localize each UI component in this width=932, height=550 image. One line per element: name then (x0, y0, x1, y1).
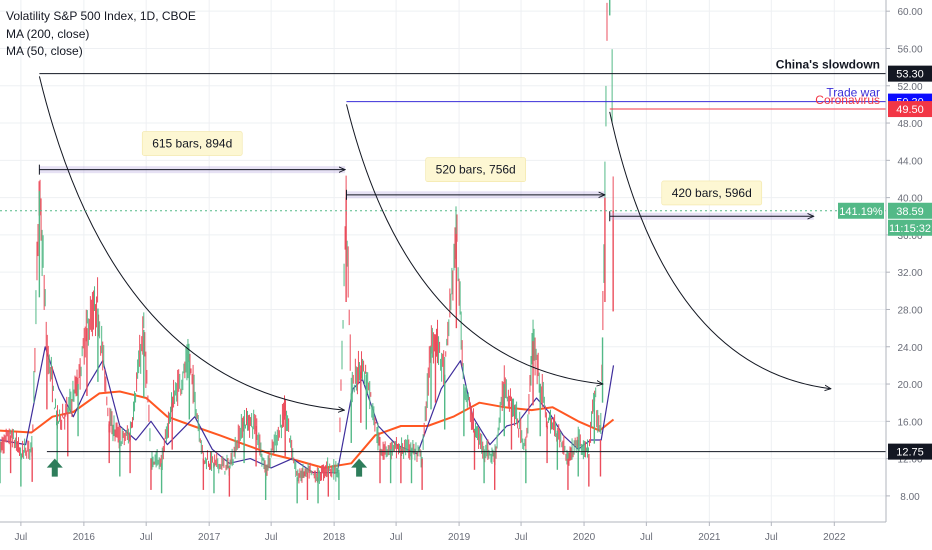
price-tick-label: 40.00 (897, 194, 922, 205)
price-tick-label: 56.00 (897, 44, 922, 55)
countdown-badge (888, 219, 932, 236)
level-price-label: 53.30 (896, 69, 924, 81)
level-price-badge (888, 65, 932, 82)
time-tick-label: Jul (140, 532, 153, 543)
price-tick-label: 44.00 (897, 156, 922, 167)
grid-layer (0, 0, 886, 522)
time-tick-label: 2021 (698, 532, 721, 543)
price-axis[interactable]: 8.00 12.00 16.00 20.00 24.00 28.00 32.00 36.00 4… (885, 0, 932, 522)
price-tick-label: 32.00 (897, 268, 922, 279)
time-tick-label: Jul (265, 532, 278, 543)
price-tick-label: 48.00 (897, 119, 922, 130)
date-range-label-bg (141, 131, 243, 156)
ma200-legend: MA (200, close) (6, 27, 90, 41)
decay-curve[interactable] (609, 111, 831, 389)
price-series-layer (0, 0, 614, 504)
time-tick-label: 2022 (823, 532, 846, 543)
level-price-label: 12.75 (896, 447, 924, 459)
time-tick-label: 2019 (448, 532, 471, 543)
arrow-up-icon (46, 458, 63, 477)
ma50-legend: MA (50, close) (6, 44, 83, 58)
percent-change-label: 141.19% (839, 206, 883, 218)
percent-change-badge (838, 202, 884, 219)
time-tick-label: 2016 (73, 532, 96, 543)
price-tick-label: 52.00 (897, 82, 922, 93)
chart-title: Volatility S&P 500 Index, 1D, CBOE (6, 9, 196, 23)
date-range-label: 420 bars, 596d (672, 186, 752, 200)
time-tick-label: Jul (390, 532, 403, 543)
level-price-badge (888, 443, 932, 460)
level-price-badge (888, 101, 932, 118)
price-tick-label: 60.00 (897, 7, 922, 18)
time-tick-label: Jul (515, 532, 528, 543)
price-tick-label: 12.00 (897, 455, 922, 466)
arrow-up-icon (351, 458, 368, 477)
price-tick-label: 28.00 (897, 305, 922, 316)
price-tick-label: 24.00 (897, 343, 922, 354)
time-tick-label: Jul (640, 532, 653, 543)
price-tick-label: 16.00 (897, 417, 922, 428)
price-tick-label: 8.00 (900, 492, 920, 503)
time-axis[interactable]: Jul 2016 Jul 2017 Jul 2018 Jul 2019 Jul 2020 Jul 20… (0, 521, 886, 543)
price-tick-label: 20.00 (897, 380, 922, 391)
current-price-label: 38.59 (896, 206, 924, 218)
date-range-label: 615 bars, 894d (152, 137, 232, 151)
time-tick-label: 2018 (323, 532, 346, 543)
time-tick-label: 2017 (198, 532, 221, 543)
price-tick-label: 36.00 (897, 231, 922, 242)
countdown-label: 11:15:32 (889, 223, 931, 235)
level-label: Trade war (826, 86, 880, 100)
date-range-label: 520 bars, 756d (436, 163, 516, 177)
current-price-badge (888, 202, 932, 219)
time-tick-label: Jul (765, 532, 778, 543)
level-price-label: 49.50 (896, 104, 924, 116)
level-label: Coronavirus (815, 93, 880, 107)
decay-curve[interactable] (38, 76, 344, 410)
time-tick-label: Jul (14, 532, 27, 543)
level-label: China's slowdown (776, 58, 880, 72)
time-tick-label: 2020 (573, 532, 596, 543)
date-range-label-bg (661, 180, 763, 206)
date-range-label-bg (425, 157, 526, 182)
decay-curve[interactable] (346, 104, 603, 384)
